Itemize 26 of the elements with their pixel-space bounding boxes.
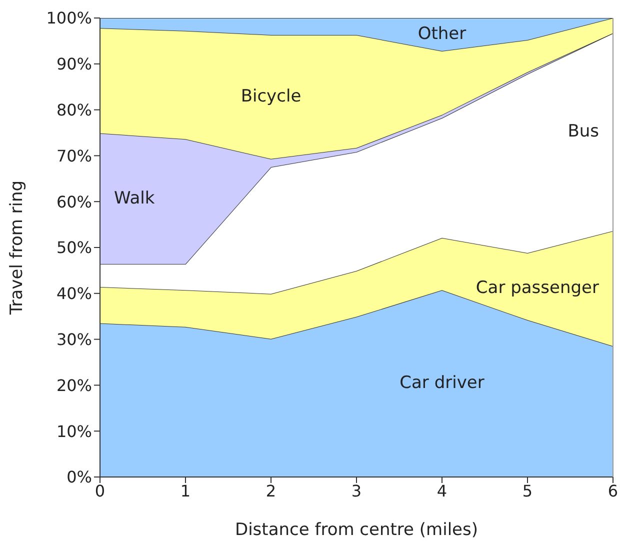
series-label: Other — [418, 24, 466, 44]
y-tick-label: 50% — [56, 238, 92, 258]
series-label: Bus — [568, 122, 600, 142]
y-axis-title: Travel from ring — [7, 180, 28, 316]
y-tick-label: 80% — [56, 100, 92, 120]
x-tick-label: 1 — [180, 481, 191, 500]
x-tick-label: 3 — [351, 481, 362, 500]
y-tick-label: 60% — [56, 192, 92, 212]
series-label: Car passenger — [476, 278, 600, 298]
x-tick-label: 0 — [94, 481, 106, 500]
y-tick-label: 40% — [56, 284, 92, 304]
x-tick-label: 4 — [436, 481, 448, 500]
y-tick-label: 100% — [46, 8, 92, 28]
y-tick-label: 30% — [56, 330, 92, 349]
y-tick-label: 90% — [56, 54, 92, 74]
series-label: Walk — [114, 188, 155, 208]
x-tick-label: 5 — [522, 481, 533, 500]
series-label: Bicycle — [240, 86, 302, 107]
x-tick-label: 6 — [608, 481, 618, 500]
x-axis-title: Distance from centre (miles) — [234, 520, 478, 540]
x-tick-label: 2 — [266, 481, 276, 500]
y-tick-label: 0% — [66, 468, 92, 487]
y-tick-label: 20% — [56, 376, 92, 395]
y-tick-label: 10% — [56, 422, 92, 441]
y-tick-label: 70% — [56, 146, 92, 166]
series-label: Car driver — [400, 373, 484, 394]
